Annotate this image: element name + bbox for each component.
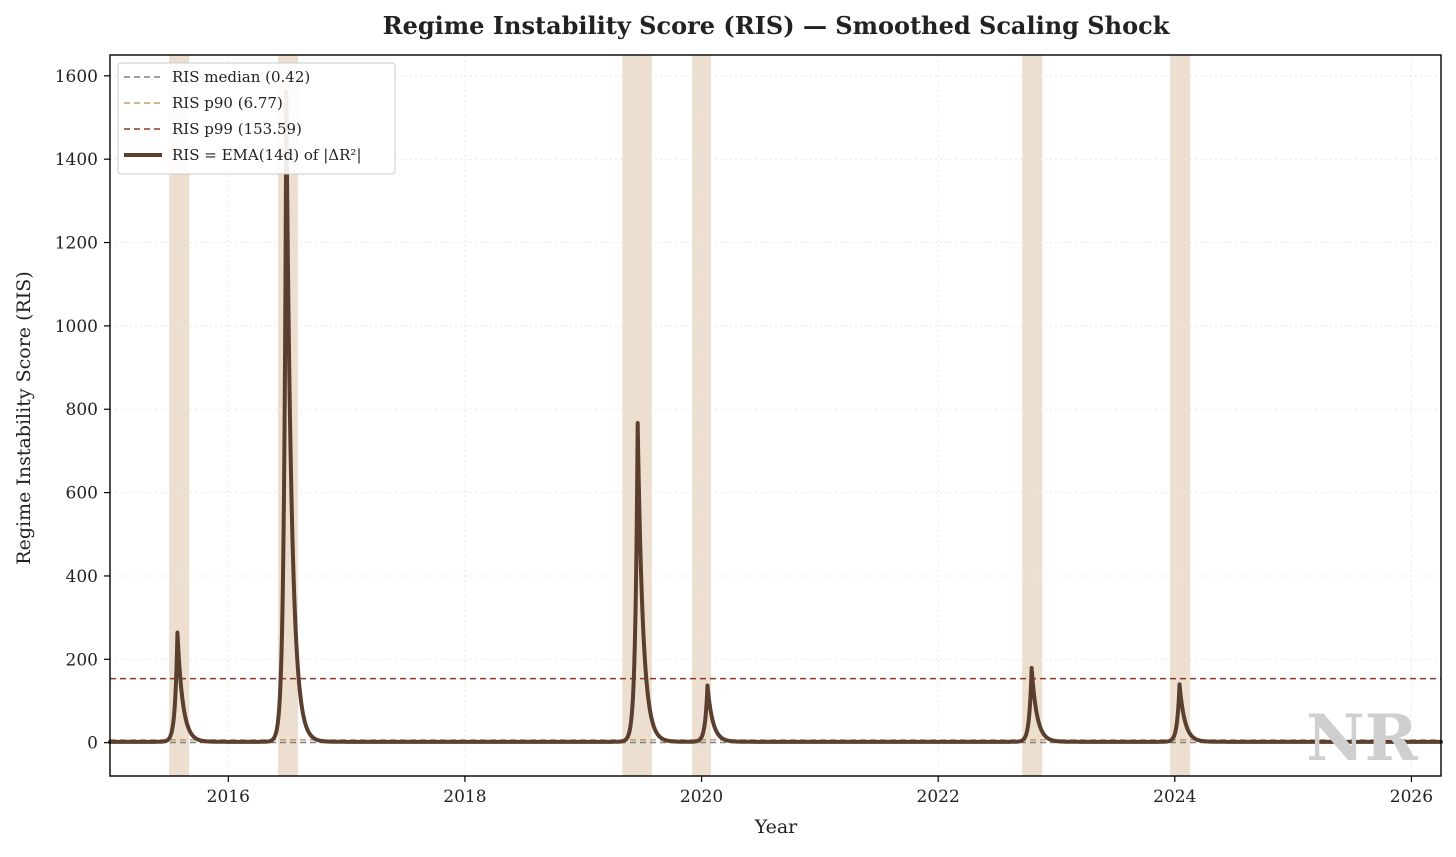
y-tick-label-0: 0 [87,734,98,754]
y-tick-label-400: 400 [66,567,98,587]
legend-label-3: RIS = EMA(14d) of |ΔR²| [172,146,362,164]
y-axis-label: Regime Instability Score (RIS) [13,271,35,564]
y-axis-ticks: 0 200 400 600 800 1000 1200 1400 1600 [55,67,110,754]
watermark: NR [1306,701,1419,776]
plot-frame [109,54,1442,777]
x-tick-label-2016: 2016 [207,787,250,807]
y-tick-label-200: 200 [66,650,98,670]
shaded-region-4 [1022,55,1043,776]
x-tick-label-2024: 2024 [1153,787,1196,807]
x-tick-label-2020: 2020 [680,787,723,807]
y-tick-label-1000: 1000 [55,317,98,337]
x-tick-label-2018: 2018 [443,787,486,807]
y-tick-label-1200: 1200 [55,234,98,254]
legend: RIS median (0.42) RIS p90 (6.77) RIS p99 (… [117,62,396,175]
legend-label-0: RIS median (0.42) [172,68,310,86]
y-tick-label-1400: 1400 [55,150,98,170]
x-axis-label: Year [754,816,798,838]
legend-label-1: RIS p90 (6.77) [172,94,283,112]
chart-title: Regime Instability Score (RIS) — Smoothe… [383,11,1171,40]
x-tick-label-2022: 2022 [917,787,960,807]
series-layer [108,89,1443,744]
y-tick-label-600: 600 [66,484,98,504]
y-tick-label-800: 800 [66,400,98,420]
series-line-ris-ema [108,89,1443,744]
x-axis-ticks: 2016 2018 2020 2022 2024 2026 [207,776,1433,807]
legend-box [117,62,396,175]
shaded-region-2 [622,55,652,776]
shaded-region-5 [1170,55,1191,776]
y-tick-label-1600: 1600 [55,67,98,87]
x-tick-label-2026: 2026 [1390,787,1433,807]
shaded-region-0 [169,55,190,776]
legend-label-2: RIS p99 (153.59) [172,120,302,138]
